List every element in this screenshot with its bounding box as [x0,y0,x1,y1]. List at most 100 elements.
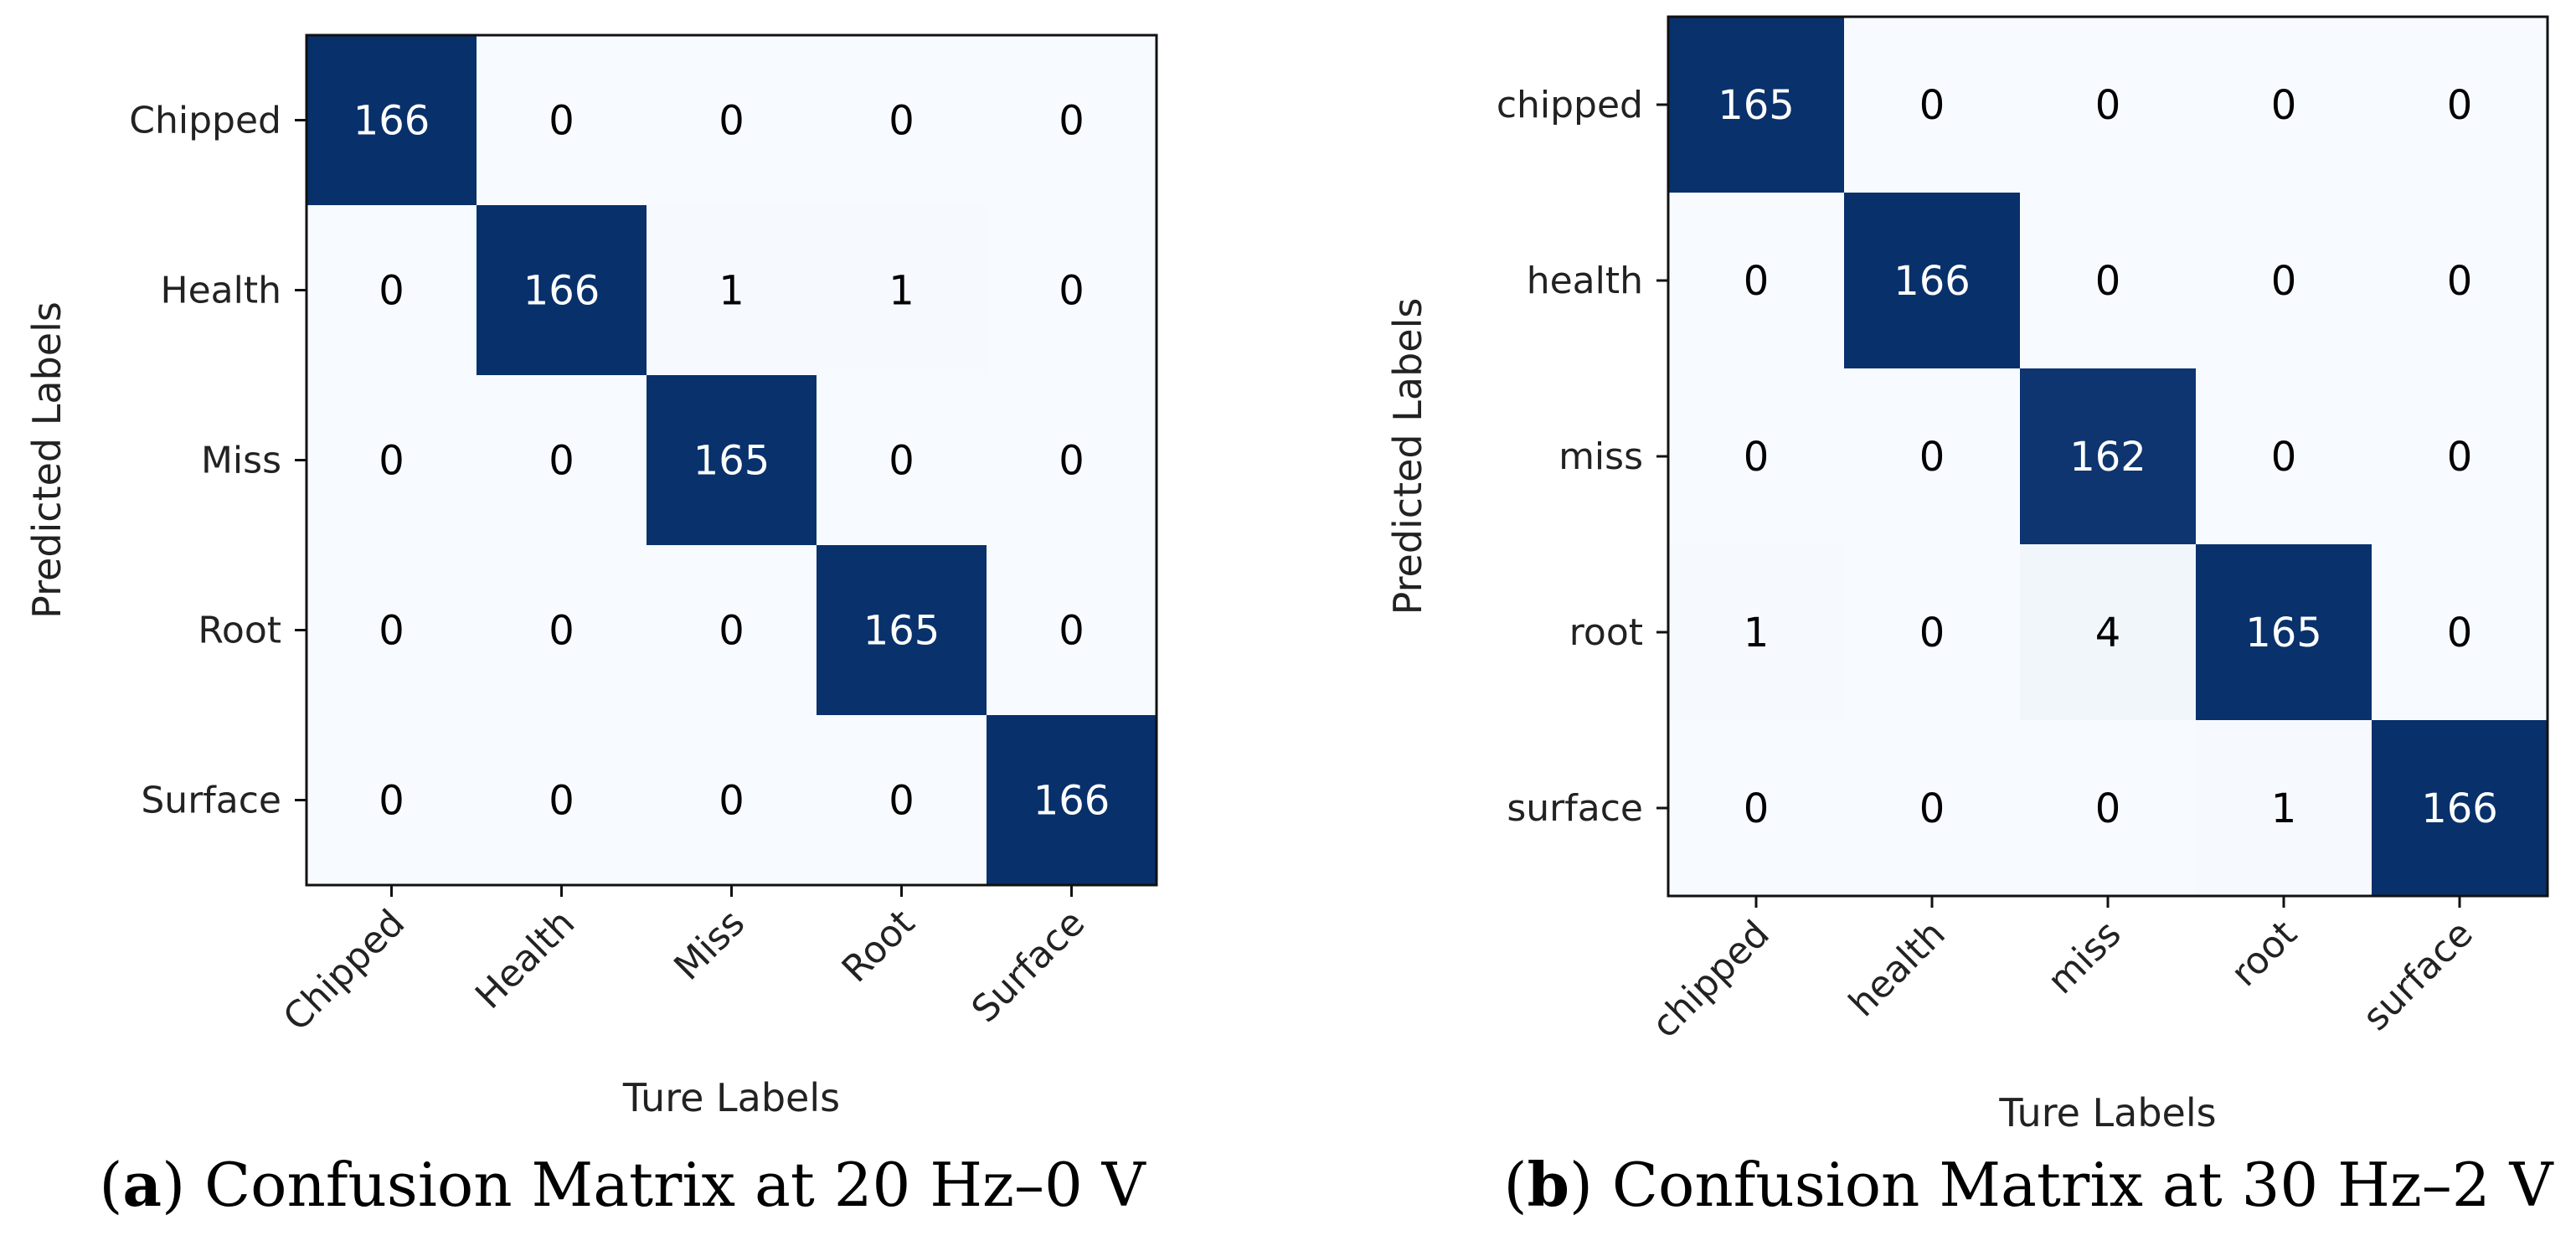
matrix-cell-surface-chipped [1668,720,1845,897]
cell-value-label: 0 [379,778,404,825]
cell-value-label: 0 [2095,785,2121,832]
matrix-cell-root-health [1844,544,2021,721]
matrix-cell-chipped-health [1844,17,2021,193]
cell-value-label: 166 [353,98,430,145]
matrix-cell-chipped-health [477,35,647,206]
x-tick-label-health: health [1841,913,1954,1026]
x-tick-label-chipped: chipped [1644,913,1778,1047]
cell-value-label: 0 [549,438,574,485]
x-tick-label-root: Root [834,902,924,991]
cell-value-label: 0 [549,778,574,825]
cell-value-label: 1 [889,268,914,315]
cell-value-label: 0 [1919,610,1945,656]
matrix-cell-miss-root [2196,368,2372,545]
matrix-cell-chipped-surface [987,35,1157,206]
matrix-cell-root-miss [2020,544,2197,721]
matrix-cell-miss-health [477,375,647,546]
cell-value-label: 1 [2271,785,2297,832]
matrix-cell-miss-miss [2020,368,2197,545]
matrix-cell-root-surface [2372,544,2548,721]
matrix-cell-miss-chipped [307,375,477,546]
matrix-cell-health-health [1844,193,2021,369]
cell-value-label: 166 [1893,258,1971,305]
cell-value-label: 166 [2421,785,2498,832]
cell-value-label: 165 [2245,610,2322,656]
cell-value-label: 0 [379,608,404,655]
matrix-cell-root-chipped [307,545,477,716]
matrix-cell-chipped-miss [2020,17,2197,193]
matrix-cell-chipped-root [817,35,987,206]
matrix-cell-miss-surface [987,375,1157,546]
matrix-cell-health-miss [2020,193,2197,369]
cell-value-label: 0 [719,608,744,655]
matrix-cell-surface-root [817,715,987,886]
x-axis-title: Ture Labels [1998,1090,2216,1135]
cell-value-label: 0 [719,778,744,825]
y-tick-label-health: health [1527,260,1643,302]
matrix-cell-root-surface [987,545,1157,716]
caption-title: Confusion Matrix at 20 Hz–0 V [204,1150,1147,1220]
cell-value-label: 0 [1919,82,1945,129]
cell-value-label: 0 [889,778,914,825]
matrix-cell-miss-chipped [1668,368,1845,545]
cell-value-label: 1 [719,268,744,315]
matrix-cell-miss-miss [647,375,817,546]
cell-value-label: 0 [1059,608,1084,655]
y-tick-label-chipped: Chipped [129,100,281,142]
matrix-cell-chipped-miss [647,35,817,206]
matrix-cell-miss-surface [2372,368,2548,545]
cell-value-label: 0 [2447,610,2473,656]
matrix-cell-health-root [817,205,987,376]
cell-value-label: 0 [379,268,404,315]
cell-value-label: 0 [1059,438,1084,485]
matrix-cell-health-root [2196,193,2372,369]
x-tick-label-chipped: Chipped [276,902,414,1040]
x-tick-label-miss: Miss [666,902,753,989]
cell-value-label: 165 [693,438,770,485]
panel-caption: (b) Confusion Matrix at 30 Hz–2 V [1503,1149,2554,1220]
matrix-cell-surface-chipped [307,715,477,886]
matrix-cell-chipped-chipped [307,35,477,206]
cell-value-label: 0 [2271,434,2297,481]
matrix-cell-health-miss [647,205,817,376]
matrix-cell-root-root [817,545,987,716]
confusion-matrix-panel-b: 165 0 0 0 0 0 166 0 0 0 0 0 162 0 0 1 0 4 165 0 0 0 0 1 166 chipp… [1385,15,2555,1220]
matrix-cell-root-health [477,545,647,716]
y-tick-label-miss: Miss [201,440,281,482]
y-tick-label-surface: surface [1507,787,1643,830]
x-tick-label-root: root [2223,913,2305,995]
caption-title: Confusion Matrix at 30 Hz–2 V [1612,1150,2555,1220]
y-tick-label-miss: miss [1558,435,1643,478]
cell-value-label: 0 [1059,268,1084,315]
cell-value-label: 0 [2095,258,2121,305]
cell-value-label: 0 [549,98,574,145]
matrix-cell-root-chipped [1668,544,1845,721]
cell-value-label: 0 [1744,258,1770,305]
x-tick-label-surface: Surface [964,902,1094,1032]
cell-value-label: 0 [1059,98,1084,145]
caption-open-paren: ( [99,1150,122,1220]
cell-value-label: 0 [1744,785,1770,832]
matrix-cell-health-chipped [307,205,477,376]
matrix-cell-surface-surface [987,715,1157,886]
x-tick-label-miss: miss [2039,913,2129,1002]
cell-value-label: 0 [549,608,574,655]
cell-value-label: 165 [1718,82,1795,129]
cell-value-label: 162 [2069,434,2146,481]
matrix-cell-surface-health [477,715,647,886]
cell-value-label: 0 [889,438,914,485]
x-tick-label-health: Health [467,902,583,1017]
y-tick-label-health: Health [161,270,281,312]
cell-value-label: 0 [2271,82,2297,129]
caption-close-paren: ) [1569,1150,1612,1220]
cell-value-label: 0 [379,438,404,485]
matrix-cell-health-chipped [1668,193,1845,369]
matrix-cell-chipped-chipped [1668,17,1845,193]
matrix-cell-surface-surface [2372,720,2548,897]
y-tick-label-root: Root [198,610,281,652]
confusion-matrix-panel-a: 166 0 0 0 0 0 166 1 1 0 0 0 165 0 0 0 0 0 165 0 0 0 0 0 166 Chipp… [24,33,1158,1220]
y-tick-label-root: root [1569,611,1643,654]
matrix-cell-root-root [2196,544,2372,721]
cell-value-label: 0 [2447,258,2473,305]
